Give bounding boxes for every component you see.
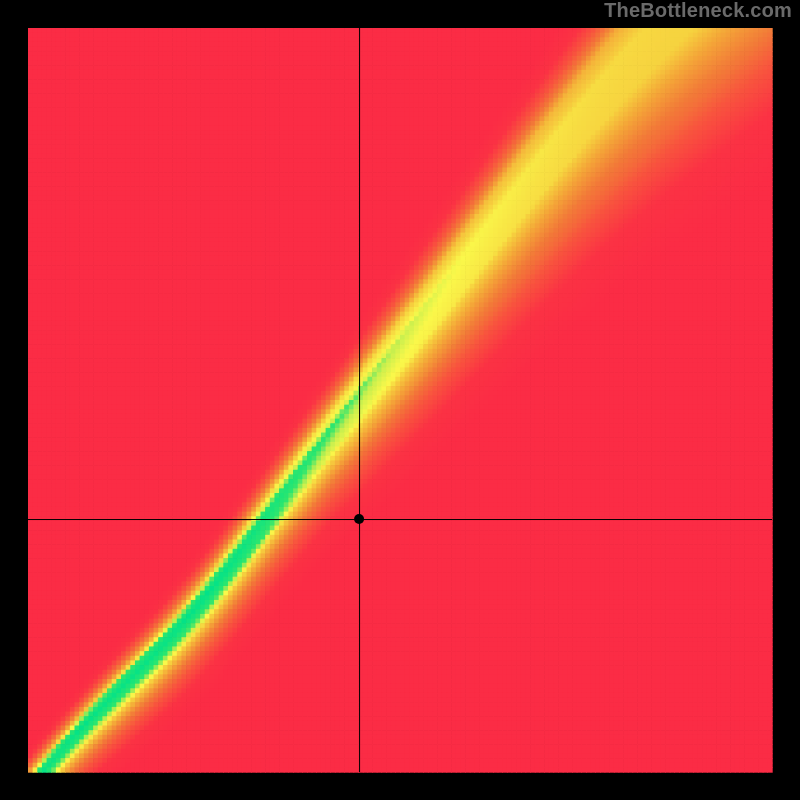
bottleneck-heatmap <box>0 0 800 800</box>
watermark-text: TheBottleneck.com <box>604 0 792 23</box>
chart-container: TheBottleneck.com <box>0 0 800 800</box>
